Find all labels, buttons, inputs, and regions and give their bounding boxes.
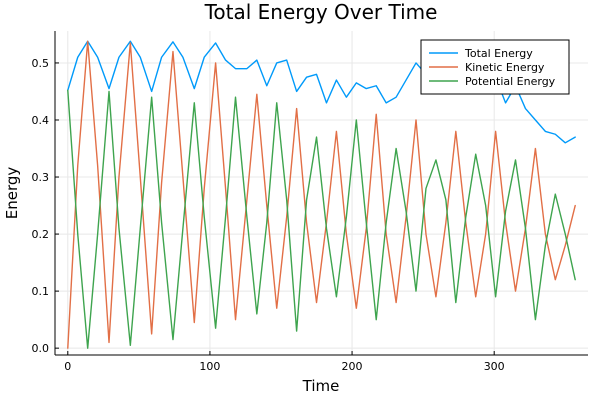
y-tick-label-5: 0.5 <box>32 57 50 70</box>
x-tick-label-1: 100 <box>199 360 220 373</box>
y-tick-label-1: 0.1 <box>32 285 50 298</box>
legend-label-0: Total Energy <box>464 47 533 60</box>
y-axis-label: Energy <box>3 167 21 220</box>
y-tick-label-4: 0.4 <box>32 114 50 127</box>
x-tick-label-2: 200 <box>342 360 363 373</box>
chart-title: Total Energy Over Time <box>204 0 438 24</box>
axes-layer: 0 100 200 300 0.0 0.1 0.2 0.3 0.4 0.5 <box>32 31 588 373</box>
y-tick-label-2: 0.2 <box>32 228 50 241</box>
x-tick-label-3: 300 <box>484 360 505 373</box>
legend-label-1: Kinetic Energy <box>465 61 545 74</box>
x-tick-label-0: 0 <box>64 360 71 373</box>
y-tick-label-3: 0.3 <box>32 171 50 184</box>
y-tick-label-0: 0.0 <box>32 342 50 355</box>
series-line-2 <box>67 89 576 349</box>
legend-label-2: Potential Energy <box>465 75 556 88</box>
x-axis-label: Time <box>302 377 340 395</box>
